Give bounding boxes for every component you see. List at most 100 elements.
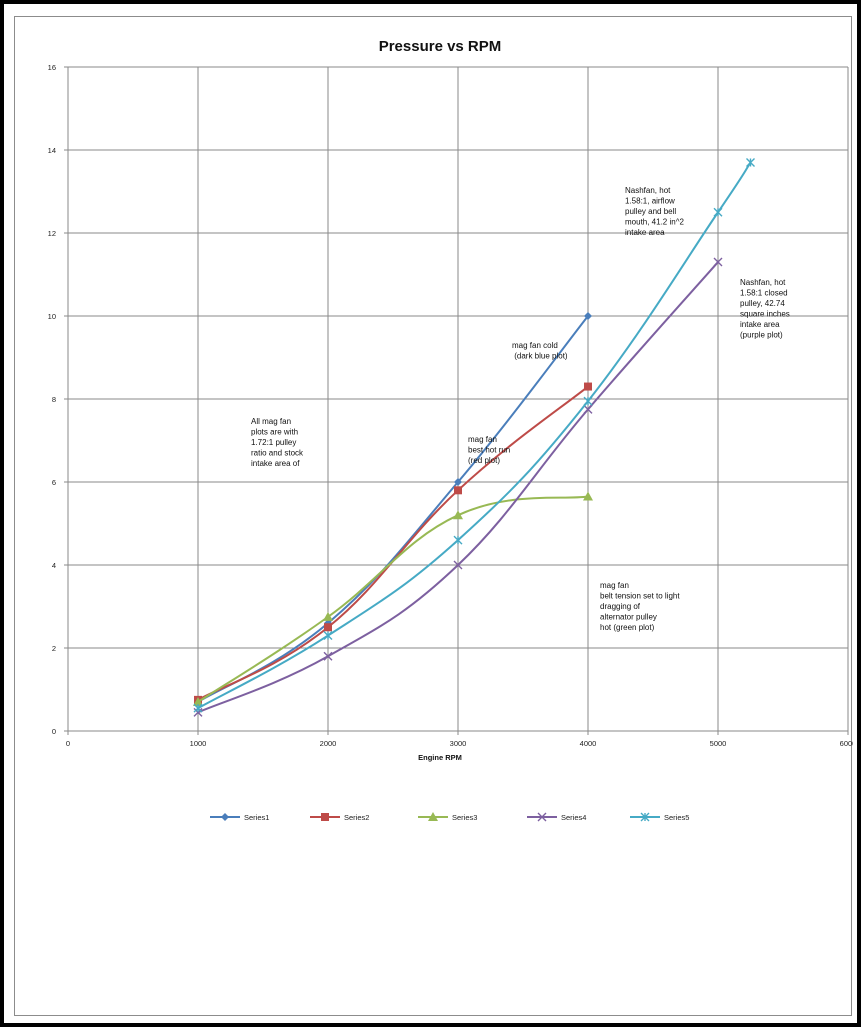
series-1: [194, 312, 592, 706]
annotation-line: 1.58:1, airflow: [625, 197, 675, 206]
annotation-5: Nashfan, hot 1.58:1, airflow pulley and be…: [625, 186, 684, 237]
annotation-3: mag fan best hot run (red plot): [468, 435, 510, 465]
series-group: [193, 157, 755, 717]
x-tick-label: 0: [66, 739, 70, 748]
data-point: [583, 396, 593, 406]
legend-label: Series3: [452, 813, 477, 822]
data-point: [323, 651, 333, 661]
chart-area: 0 2 4 6 8 10 12 14 16 0 1000 2000 3000 4000 5000 6000 P…: [14, 16, 853, 1016]
chart-frame: 0 2 4 6 8 10 12 14 16 0 1000 2000 3000 4000 5000 6000 P…: [4, 4, 857, 1023]
annotation-4: mag fan belt tension set to light dragging…: [600, 581, 680, 632]
legend-marker: [537, 812, 547, 822]
series-line: [197, 315, 589, 703]
annotation-line: (purple plot): [740, 331, 783, 340]
annotation-line: alternator pulley: [600, 613, 657, 622]
y-tick-label: 8: [52, 395, 56, 404]
annotation-line: (red plot): [468, 456, 500, 465]
series-line: [197, 261, 719, 714]
data-point: [453, 560, 463, 570]
series-4: [193, 257, 723, 717]
data-point: [453, 535, 463, 545]
chart-title: Pressure vs RPM: [379, 38, 502, 55]
series-5: [193, 157, 755, 713]
legend-item: Series1: [210, 813, 269, 822]
annotation-line: mouth, 41.2 in^2: [625, 218, 684, 227]
annotation-line: intake area of: [251, 459, 300, 468]
data-point: [746, 157, 755, 167]
legend-marker: [321, 813, 329, 821]
legend-label: Series5: [664, 813, 689, 822]
y-tick-label: 2: [52, 644, 56, 653]
annotation-line: pulley and bell: [625, 207, 676, 216]
series-line: [197, 495, 589, 703]
annotation-line: 1.58:1 closed: [740, 289, 788, 298]
annotations: All mag fan plots are with 1.72:1 pulley ra…: [251, 186, 790, 632]
data-point: [583, 404, 593, 414]
annotation-line: best hot run: [468, 446, 510, 455]
annotation-line: 1.72:1 pulley: [251, 438, 296, 447]
grid: [68, 66, 849, 731]
annotation-line: belt tension set to light: [600, 592, 680, 601]
annotation-line: mag fan cold: [512, 341, 558, 350]
data-point: [453, 510, 463, 520]
x-axis-label: Engine RPM: [418, 753, 462, 762]
x-tick-label: 4000: [580, 739, 597, 748]
legend-item: Series2: [310, 813, 369, 822]
y-tick-label: 12: [48, 229, 56, 238]
x-tick-label: 3000: [450, 739, 467, 748]
data-point: [713, 257, 723, 267]
legend-item: Series4: [527, 812, 586, 822]
legend: Series1 Series2 Series3 Series4 Series5: [210, 812, 689, 822]
legend-label: Series2: [344, 813, 369, 822]
legend-marker: [221, 813, 229, 821]
annotation-line: mag fan: [468, 435, 497, 444]
legend-label: Series4: [561, 813, 586, 822]
legend-item: Series3: [418, 812, 477, 822]
axes: 0 2 4 6 8 10 12 14 16 0 1000 2000 3000 4000 5000 6000: [48, 63, 853, 748]
data-point: [584, 312, 592, 320]
annotation-1: All mag fan plots are with 1.72:1 pulley ra…: [251, 417, 304, 468]
annotation-6: Nashfan, hot 1.58:1 closed pulley, 42.74 sq…: [740, 278, 790, 340]
data-point: [583, 491, 593, 501]
annotation-line: mag fan: [600, 581, 629, 590]
annotation-line: (dark blue plot): [512, 352, 568, 361]
data-point: [193, 696, 203, 706]
series-3: [193, 491, 593, 706]
pressure-rpm-chart: 0 2 4 6 8 10 12 14 16 0 1000 2000 3000 4000 5000 6000 P…: [48, 38, 853, 822]
annotation-line: square inches: [740, 310, 790, 319]
legend-item: Series5: [630, 812, 689, 822]
legend-label: Series1: [244, 813, 269, 822]
annotation-line: hot (green plot): [600, 623, 655, 632]
data-point: [584, 382, 592, 391]
y-tick-label: 14: [48, 146, 56, 155]
x-tick-label: 1000: [190, 739, 207, 748]
data-point: [323, 611, 333, 621]
annotation-line: Nashfan, hot: [740, 278, 786, 287]
annotation-line: intake area: [625, 228, 665, 237]
annotation-line: All mag fan: [251, 417, 291, 426]
annotation-line: intake area: [740, 320, 780, 329]
data-point: [193, 707, 203, 717]
x-tick-label: 5000: [710, 739, 727, 748]
annotation-2: mag fan cold (dark blue plot): [512, 341, 568, 361]
annotation-line: Nashfan, hot: [625, 186, 671, 195]
data-point: [323, 631, 333, 641]
y-tick-label: 0: [52, 727, 56, 736]
legend-marker: [428, 812, 438, 821]
x-tick-label: 2000: [320, 739, 337, 748]
annotation-line: pulley, 42.74: [740, 299, 785, 308]
annotation-line: plots are with: [251, 428, 298, 437]
annotation-line: dragging of: [600, 602, 641, 611]
x-tick-label: 6000: [840, 739, 853, 748]
y-tick-label: 10: [48, 312, 56, 321]
data-point: [454, 478, 462, 486]
data-point: [324, 623, 332, 632]
y-tick-label: 16: [48, 63, 56, 72]
legend-marker: [640, 812, 650, 822]
data-point: [454, 486, 462, 495]
annotation-line: ratio and stock: [251, 449, 304, 458]
data-point: [193, 703, 203, 713]
y-tick-label: 6: [52, 478, 56, 487]
series-line: [197, 161, 752, 710]
y-tick-label: 4: [52, 561, 56, 570]
